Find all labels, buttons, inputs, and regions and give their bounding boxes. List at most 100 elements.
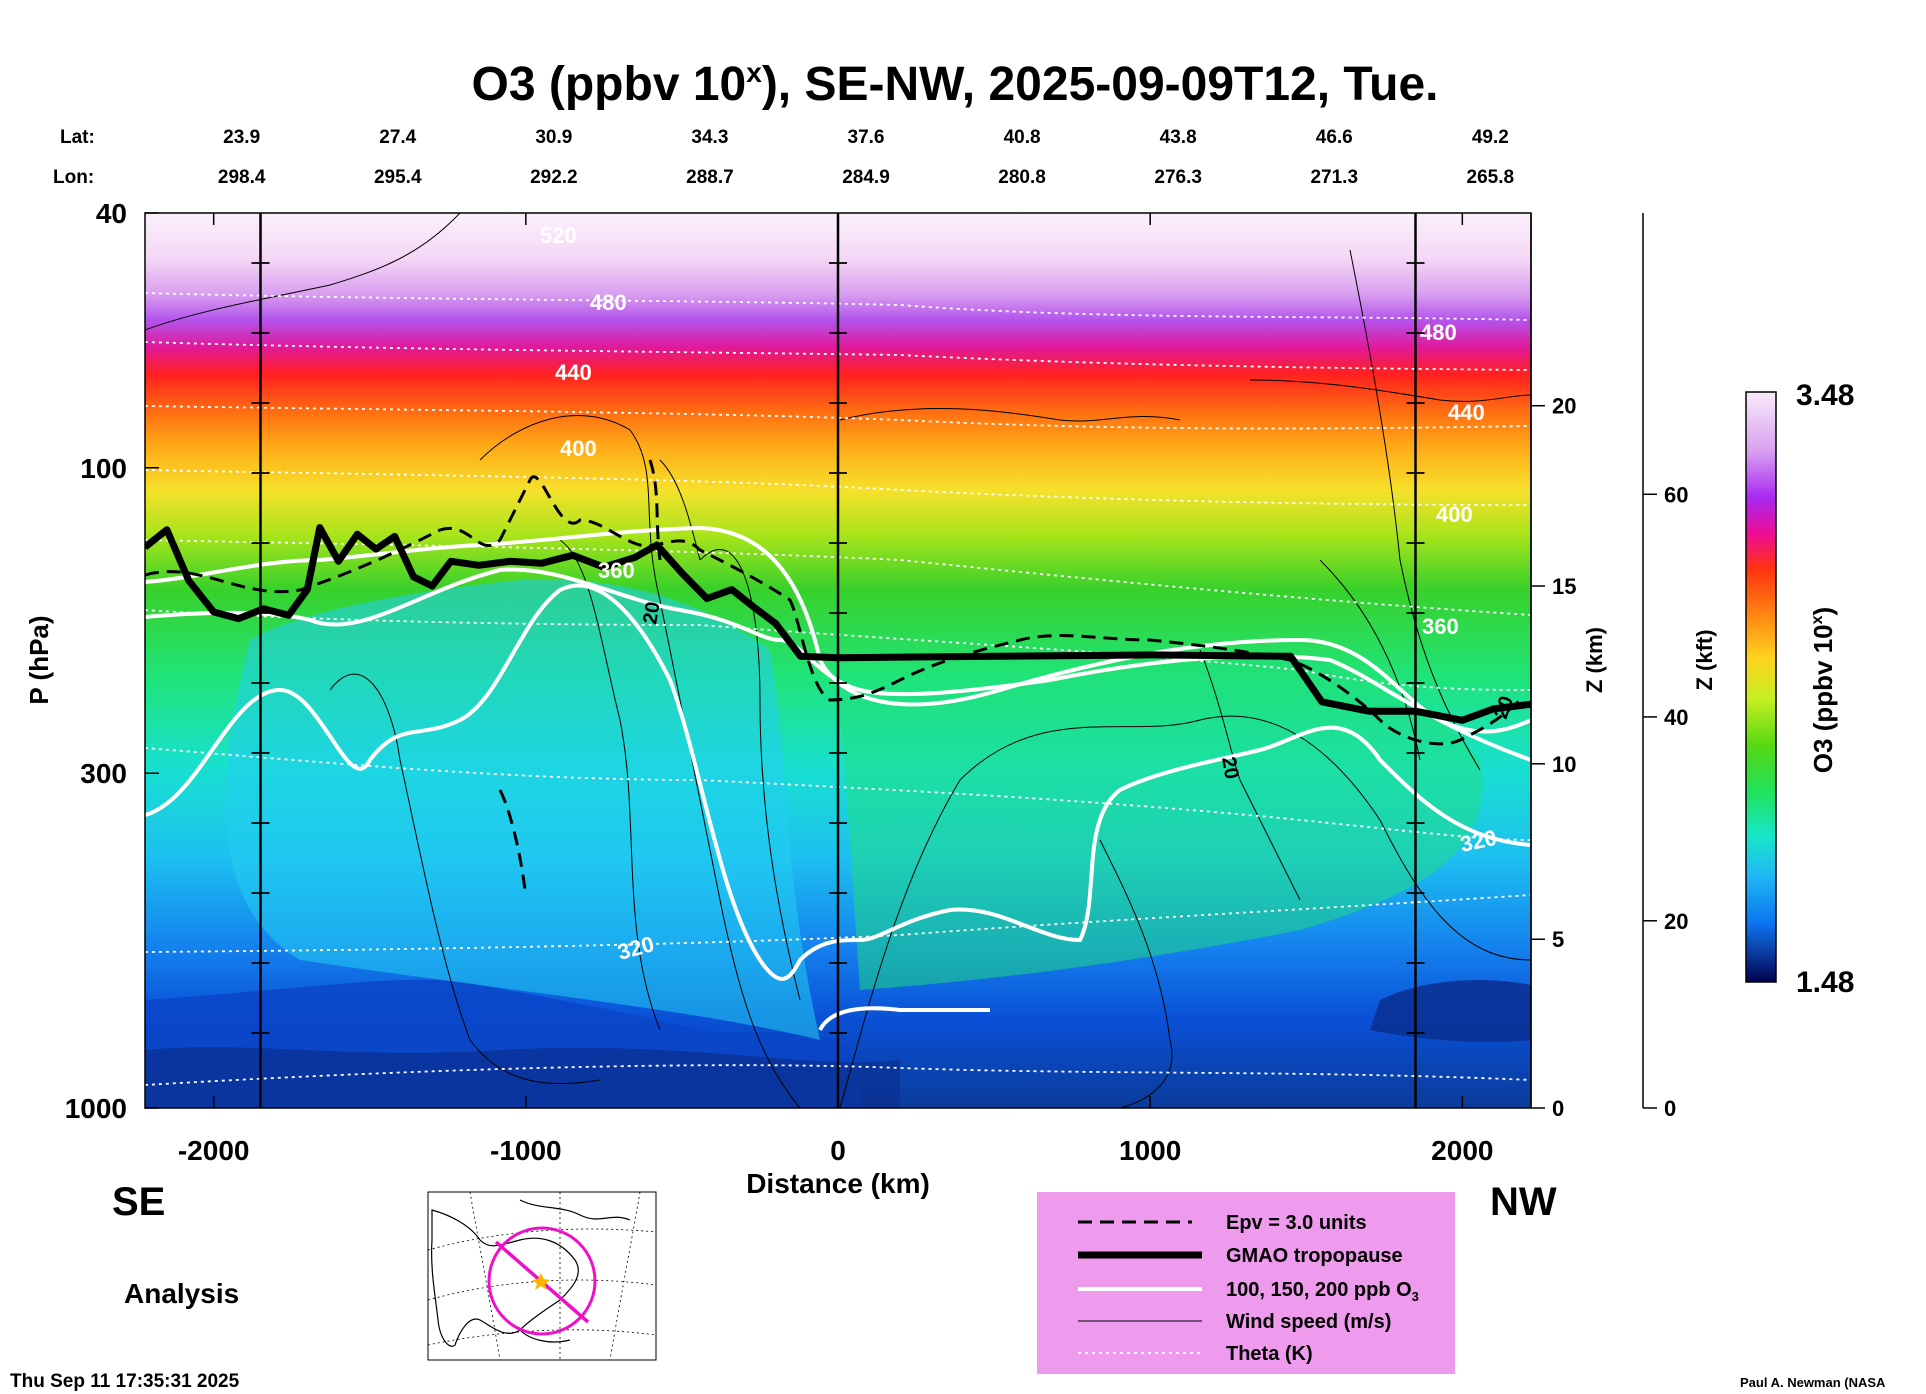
z-km-tick-label: 10	[1552, 752, 1576, 777]
theta-label: 400	[560, 436, 597, 461]
map-center-star-icon	[532, 1273, 550, 1290]
theta-label: 520	[540, 223, 577, 248]
timestamp: Thu Sep 11 17:35:31 2025	[10, 1371, 240, 1392]
y-tick-label: 300	[80, 758, 127, 789]
locator-map	[427, 1191, 657, 1361]
lat-row-label: Lat:	[60, 127, 95, 148]
z-km-tick-label: 20	[1552, 394, 1576, 419]
legend-label-wind: Wind speed (m/s)	[1226, 1311, 1391, 1333]
lon-label: 276.3	[1154, 167, 1202, 188]
lat-label: 23.9	[223, 127, 260, 148]
wind-contour	[839, 715, 1531, 1108]
theta-contour	[145, 747, 1531, 841]
chart-title: O3 (ppbv 10x), SE-NW, 2025-09-09T12, Tue…	[472, 57, 1439, 111]
legend-label-ozone: 100, 150, 200 ppb O3	[1226, 1279, 1419, 1304]
theta-label: 360	[598, 558, 635, 583]
lat-label: 43.8	[1160, 127, 1197, 148]
theta-contour	[145, 539, 1531, 616]
low-o3-region-nw	[1370, 980, 1531, 1042]
lon-label: 292.2	[530, 167, 578, 188]
wind-contour	[145, 213, 461, 331]
mode-label: Analysis	[124, 1278, 239, 1309]
map-coastline	[519, 1199, 631, 1221]
colorbar-min-label: 1.48	[1796, 966, 1854, 999]
z-kft-tick-label: 40	[1664, 705, 1688, 730]
x-axis: -2000 -1000 0 1000 2000	[178, 213, 1493, 1166]
theta-contour	[145, 405, 1531, 430]
wind-contour	[1319, 559, 1421, 761]
x-tick-label: -1000	[490, 1135, 562, 1166]
wind-contour	[559, 539, 661, 1031]
legend: Epv = 3.0 units GMAO tropopause 100, 150…	[1037, 1192, 1455, 1374]
lat-lon-labels: 23.9 298.4 27.4 295.4 30.9 292.2 34.3 288.7 37.6…	[218, 127, 1514, 188]
wind-contour	[1249, 379, 1531, 402]
theta-label: 440	[555, 360, 592, 385]
lat-label: 37.6	[848, 127, 885, 148]
cyan-pocket	[225, 579, 820, 1040]
legend-label-epv: Epv = 3.0 units	[1226, 1212, 1367, 1234]
map-graticule	[428, 1192, 656, 1360]
lat-label: 46.6	[1316, 127, 1353, 148]
theta-contour	[145, 292, 1531, 321]
x-axis-label: Distance (km)	[746, 1168, 930, 1199]
lon-label: 265.8	[1467, 167, 1515, 188]
y-tick-label: 40	[96, 198, 127, 229]
credit: Paul A. Newman (NASA	[1740, 1375, 1886, 1390]
theta-contour	[145, 341, 1531, 371]
lat-label: 30.9	[535, 127, 572, 148]
theta-contour	[145, 469, 1531, 506]
legend-label-theta: Theta (K)	[1226, 1343, 1313, 1365]
z-kft-axis-label: Z (kft)	[1692, 629, 1717, 690]
vertical-markers	[251, 213, 1425, 1108]
theta-label: 480	[1420, 320, 1457, 345]
x-tick-label: 2000	[1431, 1135, 1493, 1166]
x-tick-label: 0	[830, 1135, 846, 1166]
wind-contour	[699, 549, 801, 1001]
z-kft-tick-label: 60	[1664, 482, 1688, 507]
theta-contour	[145, 894, 1531, 953]
legend-label-tropopause: GMAO tropopause	[1226, 1245, 1403, 1267]
graticule-line	[428, 1228, 656, 1251]
lon-label: 284.9	[842, 167, 890, 188]
graticule-line	[428, 1329, 656, 1346]
z-km-tick-label: 0	[1552, 1096, 1564, 1121]
lat-label: 27.4	[379, 127, 416, 148]
lon-label: 280.8	[998, 167, 1046, 188]
z-km-axis-label: Z (km)	[1582, 627, 1607, 693]
y-axis: 40 100 300 1000	[65, 198, 159, 1124]
wind-contour	[1099, 839, 1173, 1108]
lat-label: 34.3	[691, 127, 728, 148]
y-tick-label: 1000	[65, 1093, 127, 1124]
ozone-contour-100b	[818, 1006, 990, 1032]
theta-label: 440	[1448, 400, 1485, 425]
theta-label: 400	[1436, 502, 1473, 527]
z-km-axis: 0 5 10 15 20	[1530, 213, 1576, 1121]
theta-contours	[145, 292, 1531, 1086]
wind-contour	[329, 673, 601, 1085]
wind-contour	[479, 415, 801, 1108]
map-coastline	[519, 1329, 571, 1343]
map-range-circle	[487, 1226, 597, 1336]
direction-nw: NW	[1490, 1180, 1557, 1224]
wind-contour	[839, 407, 1181, 422]
lat-label: 40.8	[1004, 127, 1041, 148]
theta-contour	[145, 609, 1531, 691]
z-kft-tick-label: 20	[1664, 909, 1688, 934]
map-content	[428, 1192, 656, 1360]
x-tick-label: 1000	[1119, 1135, 1181, 1166]
epv-contour	[498, 789, 527, 891]
gmao-tropopause	[145, 524, 1531, 724]
y-axis-label: P (hPa)	[24, 615, 54, 704]
lon-label: 288.7	[686, 167, 734, 188]
z-km-tick-label: 5	[1552, 927, 1564, 952]
wind-contour	[1199, 649, 1301, 901]
lon-label: 295.4	[374, 167, 422, 188]
colorbar-max-label: 3.48	[1796, 379, 1854, 412]
wind-label: 20	[639, 600, 665, 626]
z-km-tick-label: 15	[1552, 574, 1576, 599]
theta-label: 360	[1422, 614, 1459, 639]
z-kft-axis: 0 20 40 60	[1642, 213, 1688, 1121]
graticule-line	[609, 1192, 641, 1360]
z-kft-tick-label: 0	[1664, 1096, 1676, 1121]
